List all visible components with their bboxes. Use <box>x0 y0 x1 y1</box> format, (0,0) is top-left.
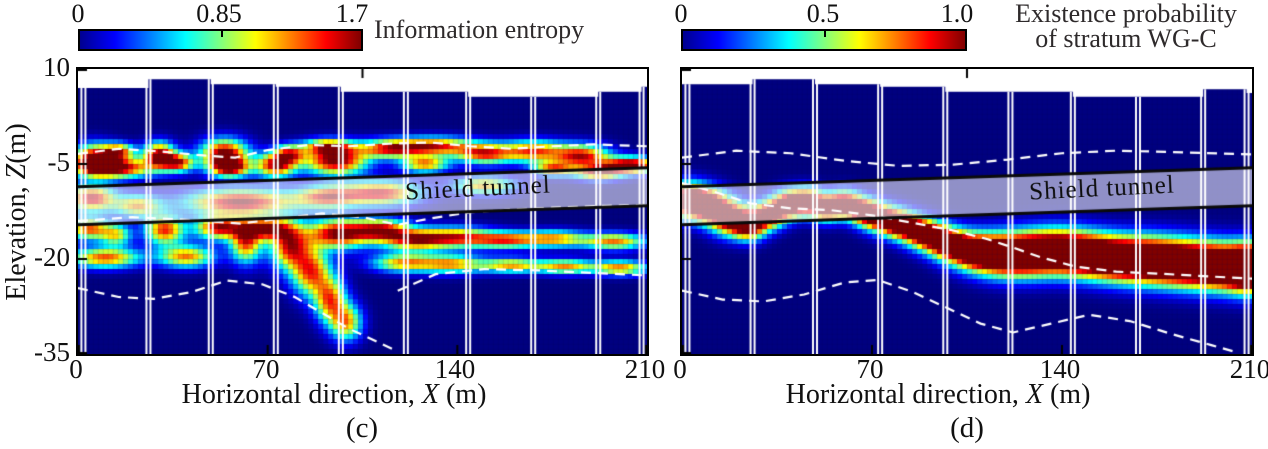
colorbar-tick-label: 0.5 <box>806 0 840 28</box>
y-axis-label-text: Elevation, <box>1 179 32 301</box>
x-tick-label: 210 <box>1229 354 1268 384</box>
x-tick-label: 0 <box>69 354 83 384</box>
x-tick-label: 70 <box>252 354 280 384</box>
colorbar-title-line2: of stratum WG-C <box>1035 24 1217 53</box>
x-axis-label-suffix: (m) <box>1042 379 1091 410</box>
colorbar-title-probability: Existence probability of stratum WG-C <box>984 0 1268 53</box>
y-tick-label: -20 <box>34 242 70 272</box>
colorbar-tick-label: 1.0 <box>940 0 974 28</box>
x-tick-label: 210 <box>624 354 666 384</box>
colorbar-tick-label: 0.85 <box>196 0 242 28</box>
y-tick-label: -5 <box>47 147 71 177</box>
colorbar-probability <box>681 29 967 51</box>
x-axis-label-text: Horizontal direction, <box>181 379 422 410</box>
colorbar-tick-label: 0 <box>71 0 85 28</box>
colorbar-mid-tick <box>824 31 826 37</box>
heatmap-canvas-entropy <box>78 69 647 354</box>
x-axis-label-c: Horizontal direction, X (m) <box>182 379 487 411</box>
colorbar-title-line1: Existence probability <box>1015 0 1237 28</box>
panel-caption-d: (d) <box>950 412 984 444</box>
colorbar-entropy <box>78 29 363 51</box>
colorbar-mid-tick <box>220 31 223 37</box>
y-tick-label: -35 <box>34 337 70 367</box>
colorbar-tick-label: 0 <box>674 0 688 28</box>
x-axis-label-italic: X <box>1025 379 1043 410</box>
panel-caption-c: (c) <box>345 412 379 444</box>
x-axis-label-text: Horizontal direction, <box>785 379 1026 410</box>
plot-area-d: Shield tunnel <box>680 67 1254 356</box>
x-axis-label-d: Horizontal direction, X (m) <box>786 379 1091 411</box>
x-tick-label: 0 <box>673 354 687 384</box>
heatmap-canvas-probability <box>682 69 1252 354</box>
colorbar-tick-label: 1.7 <box>335 0 369 28</box>
x-tick-label: 140 <box>434 354 476 384</box>
y-tick-label: 10 <box>43 52 70 82</box>
x-tick-label: 70 <box>856 354 884 384</box>
x-axis-label-italic: X <box>421 379 439 410</box>
x-axis-label-suffix: (m) <box>438 379 487 410</box>
plot-area-c: Shield tunnel <box>76 67 649 356</box>
y-axis-label: Elevation, Z(m) <box>1 62 33 362</box>
colorbar-title-entropy: Information entropy <box>374 15 585 44</box>
x-tick-label: 140 <box>1039 354 1081 384</box>
